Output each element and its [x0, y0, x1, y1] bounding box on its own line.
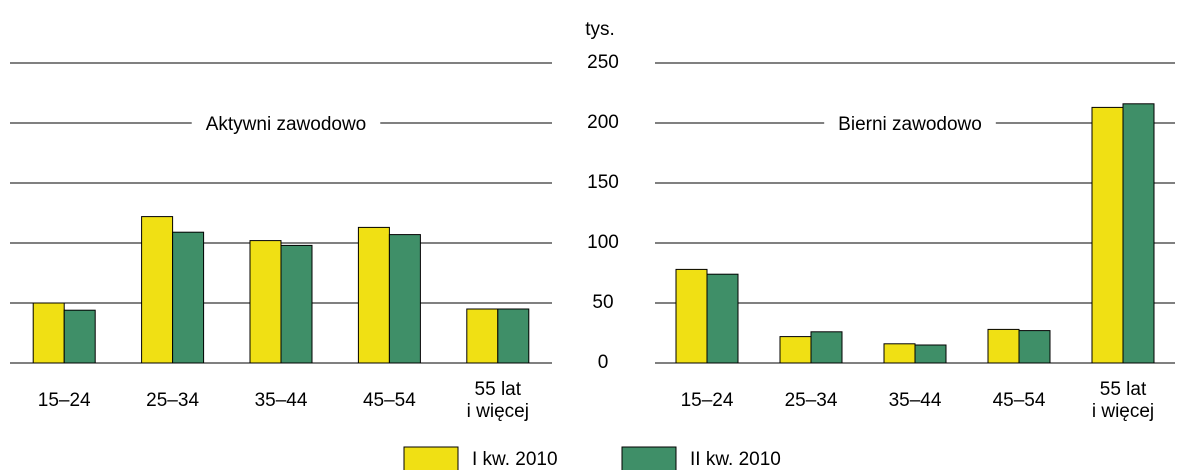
- x-tick-label: 35–44: [888, 390, 942, 411]
- legend-label: I kw. 2010: [472, 449, 558, 470]
- y-tick-label: 0: [598, 352, 609, 373]
- legend-label: II kw. 2010: [690, 449, 781, 470]
- title-background: [824, 112, 996, 138]
- bar: [779, 336, 812, 364]
- y-tick-label: 200: [587, 112, 619, 133]
- bar: [63, 309, 96, 364]
- bar: [1122, 103, 1155, 364]
- unit-label: tys.: [585, 19, 615, 40]
- bar: [357, 226, 390, 364]
- y-tick-label: 100: [587, 232, 619, 253]
- x-tick-label: 15–24: [37, 390, 91, 411]
- x-tick-label: 25–34: [784, 390, 838, 411]
- bar: [249, 240, 282, 364]
- y-tick-label: 250: [587, 52, 619, 73]
- bar: [141, 216, 174, 364]
- bar: [987, 328, 1020, 364]
- x-tick-label: 55 lat i więcej: [466, 379, 529, 422]
- x-tick-label: 25–34: [146, 390, 200, 411]
- y-tick-label: 150: [587, 172, 619, 193]
- bar: [32, 302, 65, 364]
- x-tick-label: 35–44: [254, 390, 308, 411]
- legend-swatch: [621, 446, 677, 470]
- legend-swatch: [403, 446, 459, 470]
- x-tick-label: 45–54: [362, 390, 416, 411]
- bar: [675, 268, 708, 364]
- bar: [466, 308, 499, 364]
- x-tick-label: 45–54: [992, 390, 1046, 411]
- bar: [810, 331, 843, 364]
- bar: [883, 343, 916, 364]
- x-tick-label: 55 lat i więcej: [1091, 379, 1155, 422]
- panel-title: Aktywni zawodowo: [206, 114, 367, 135]
- bar: [706, 273, 739, 364]
- bar: [1091, 106, 1124, 364]
- x-tick-label: 15–24: [680, 390, 734, 411]
- bar: [280, 244, 313, 364]
- bar: [172, 231, 205, 364]
- bar: [388, 234, 421, 364]
- bar: [497, 308, 530, 364]
- bar: [914, 344, 947, 364]
- title-background: [191, 112, 381, 138]
- panel-title: Bierni zawodowo: [838, 114, 982, 135]
- bar: [1018, 330, 1051, 364]
- y-tick-label: 50: [592, 292, 613, 313]
